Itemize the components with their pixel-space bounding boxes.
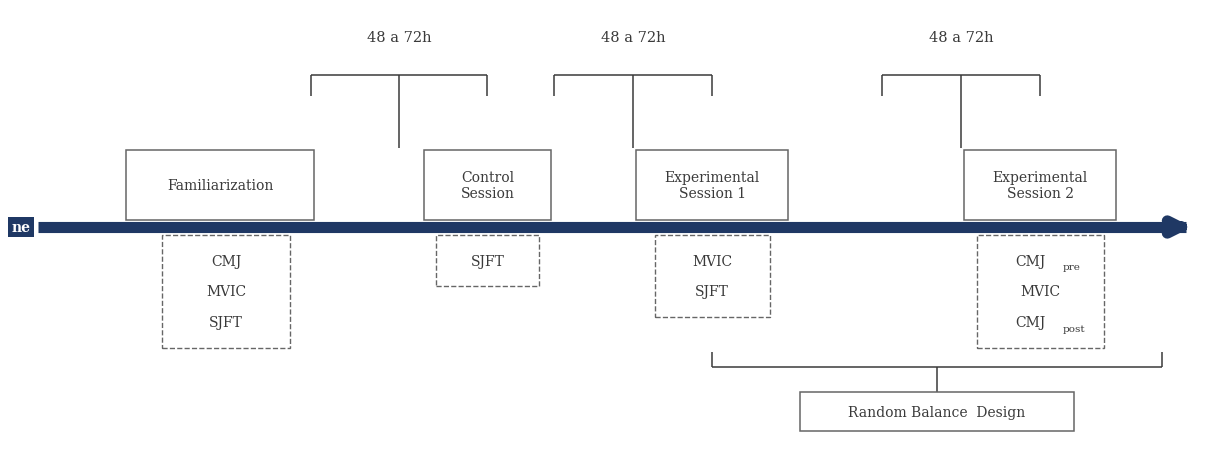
Text: SJFT: SJFT	[209, 315, 244, 329]
Text: SJFT: SJFT	[470, 254, 504, 268]
FancyBboxPatch shape	[125, 151, 314, 221]
Text: 48 a 72h: 48 a 72h	[600, 30, 665, 45]
FancyBboxPatch shape	[965, 151, 1117, 221]
Text: Experimental
Session 1: Experimental Session 1	[665, 171, 760, 201]
Text: Experimental
Session 2: Experimental Session 2	[993, 171, 1088, 201]
Text: MVIC: MVIC	[692, 254, 732, 268]
FancyBboxPatch shape	[424, 151, 552, 221]
FancyBboxPatch shape	[636, 151, 788, 221]
FancyBboxPatch shape	[162, 236, 290, 348]
Text: CMJ: CMJ	[1016, 315, 1046, 329]
FancyBboxPatch shape	[654, 236, 770, 317]
Text: post: post	[1062, 324, 1085, 333]
Text: MVIC: MVIC	[206, 285, 246, 298]
Text: Familiarization: Familiarization	[167, 179, 273, 192]
Text: CMJ: CMJ	[211, 254, 241, 268]
Text: ne: ne	[11, 221, 30, 234]
Text: 48 a 72h: 48 a 72h	[367, 30, 431, 45]
FancyBboxPatch shape	[977, 236, 1105, 348]
Text: Control
Session: Control Session	[460, 171, 514, 201]
FancyBboxPatch shape	[436, 236, 540, 286]
Text: pre: pre	[1062, 263, 1080, 271]
Text: Random Balance  Design: Random Balance Design	[849, 405, 1026, 419]
FancyBboxPatch shape	[800, 393, 1074, 431]
Text: SJFT: SJFT	[695, 285, 730, 298]
Text: 48 a 72h: 48 a 72h	[929, 30, 994, 45]
Text: MVIC: MVIC	[1021, 285, 1061, 298]
Text: CMJ: CMJ	[1016, 254, 1046, 268]
